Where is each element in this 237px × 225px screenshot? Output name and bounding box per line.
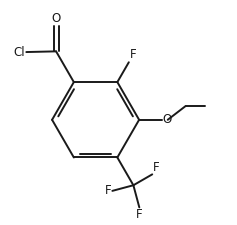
Text: O: O bbox=[51, 12, 61, 25]
Text: F: F bbox=[136, 208, 143, 221]
Text: O: O bbox=[163, 113, 172, 126]
Text: Cl: Cl bbox=[14, 45, 25, 58]
Text: F: F bbox=[105, 184, 112, 197]
Text: F: F bbox=[129, 48, 136, 61]
Text: F: F bbox=[153, 161, 160, 174]
